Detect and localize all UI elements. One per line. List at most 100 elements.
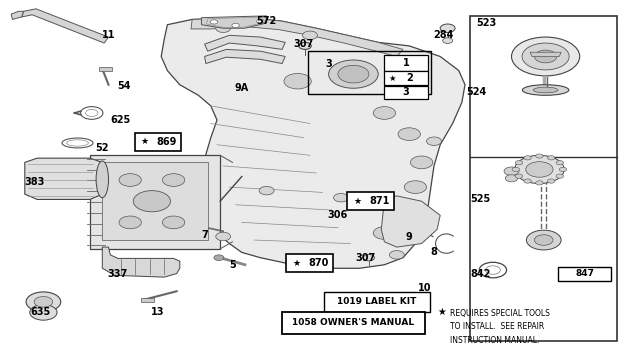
Bar: [308, 51, 431, 94]
Text: 284: 284: [433, 30, 453, 40]
Polygon shape: [11, 11, 24, 19]
Circle shape: [505, 175, 518, 182]
Circle shape: [259, 186, 274, 195]
Circle shape: [303, 31, 317, 40]
Bar: [384, 86, 428, 99]
Bar: [470, 16, 617, 341]
Circle shape: [404, 181, 427, 193]
Circle shape: [210, 20, 218, 24]
Text: 5: 5: [229, 260, 236, 270]
Circle shape: [373, 107, 396, 119]
Polygon shape: [22, 9, 108, 43]
Polygon shape: [25, 158, 102, 199]
Bar: [324, 292, 430, 312]
Text: 871: 871: [369, 196, 389, 206]
Text: 3: 3: [403, 88, 409, 97]
Text: ★: ★: [438, 307, 446, 317]
Circle shape: [547, 156, 555, 160]
Bar: [99, 67, 112, 71]
Text: ★: ★: [389, 74, 396, 83]
Circle shape: [556, 174, 564, 178]
Text: 307: 307: [356, 253, 376, 263]
Bar: [558, 267, 611, 281]
Circle shape: [536, 181, 543, 185]
Circle shape: [303, 257, 317, 265]
Circle shape: [534, 235, 553, 245]
Text: TO INSTALL.  SEE REPAIR: TO INSTALL. SEE REPAIR: [450, 322, 544, 331]
Circle shape: [443, 38, 453, 43]
Text: 337: 337: [108, 269, 128, 279]
Text: 13: 13: [151, 307, 165, 317]
Ellipse shape: [96, 161, 108, 198]
Ellipse shape: [522, 85, 569, 95]
Circle shape: [284, 73, 311, 89]
Text: 635: 635: [30, 307, 50, 317]
Bar: [90, 155, 220, 249]
Text: 847: 847: [575, 269, 594, 278]
Circle shape: [119, 174, 141, 186]
Ellipse shape: [533, 87, 558, 93]
Bar: [384, 55, 428, 71]
Bar: [347, 192, 394, 210]
Text: 1: 1: [403, 58, 409, 68]
Bar: [102, 162, 208, 240]
Text: 3: 3: [326, 59, 332, 68]
Circle shape: [512, 37, 580, 76]
Circle shape: [522, 43, 569, 70]
Text: 9A: 9A: [235, 83, 249, 93]
Polygon shape: [191, 18, 403, 56]
Polygon shape: [205, 35, 285, 51]
Polygon shape: [102, 247, 180, 277]
Circle shape: [162, 216, 185, 229]
Circle shape: [214, 255, 224, 261]
Circle shape: [373, 227, 396, 239]
Circle shape: [526, 230, 561, 250]
Circle shape: [504, 167, 519, 175]
Circle shape: [512, 167, 520, 172]
Text: 52: 52: [95, 143, 109, 153]
Circle shape: [162, 174, 185, 186]
Circle shape: [363, 255, 374, 261]
Circle shape: [30, 305, 57, 320]
Polygon shape: [161, 18, 465, 268]
Circle shape: [515, 155, 564, 184]
Circle shape: [299, 42, 311, 49]
Circle shape: [216, 232, 231, 241]
Circle shape: [524, 179, 531, 183]
Circle shape: [534, 50, 557, 63]
Circle shape: [526, 162, 553, 177]
Circle shape: [536, 154, 543, 158]
Text: 524: 524: [466, 87, 486, 97]
Text: 307: 307: [294, 39, 314, 49]
Text: ★: ★: [141, 137, 149, 146]
Circle shape: [257, 19, 264, 23]
Circle shape: [556, 161, 564, 165]
Text: eReplacementParts.com: eReplacementParts.com: [163, 180, 333, 194]
Circle shape: [329, 60, 378, 88]
Text: 842: 842: [471, 269, 490, 279]
Text: 383: 383: [24, 177, 44, 187]
Circle shape: [427, 137, 441, 145]
Polygon shape: [530, 52, 561, 56]
Text: 54: 54: [117, 82, 131, 91]
Text: 869: 869: [156, 137, 177, 147]
Circle shape: [119, 216, 141, 229]
Circle shape: [34, 297, 53, 307]
Circle shape: [559, 167, 567, 172]
Circle shape: [334, 193, 348, 202]
Text: ★: ★: [353, 197, 361, 206]
Text: 1058 OWNER'S MANUAL: 1058 OWNER'S MANUAL: [293, 318, 414, 328]
Bar: [141, 298, 154, 302]
Circle shape: [440, 24, 455, 32]
Circle shape: [232, 23, 239, 28]
Circle shape: [398, 128, 420, 140]
Bar: [282, 312, 425, 334]
Circle shape: [389, 251, 404, 259]
Text: 10: 10: [418, 283, 432, 293]
Circle shape: [410, 156, 433, 169]
Text: 1019 LABEL KIT: 1019 LABEL KIT: [337, 297, 417, 306]
Text: 870: 870: [308, 258, 329, 268]
Circle shape: [338, 65, 369, 83]
Bar: [384, 71, 428, 85]
Circle shape: [391, 205, 415, 219]
